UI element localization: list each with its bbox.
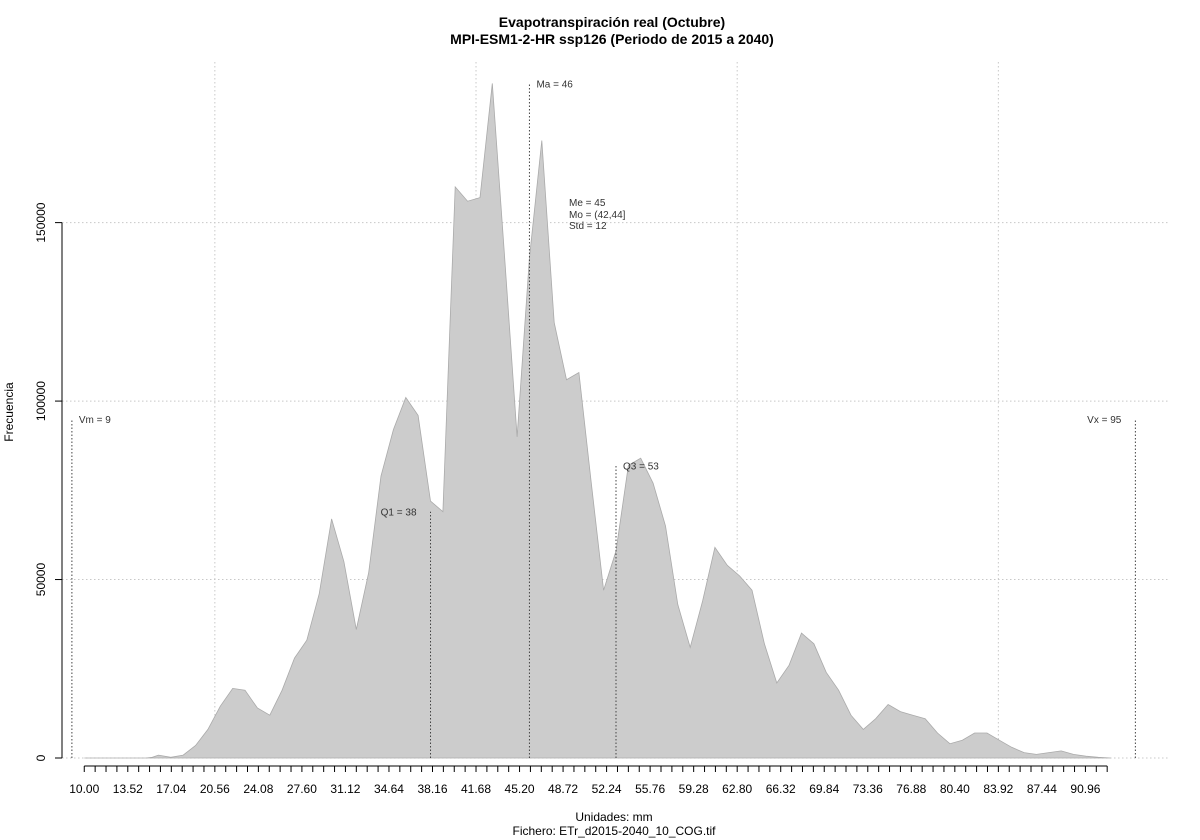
x-tick-label: 17.04 [156,782,186,796]
x-tick-label: 69.84 [809,782,839,796]
stats-box: Me = 45 Mo = (42,44] Std = 12 [569,198,626,232]
chart-subtitle: MPI-ESM1-2-HR ssp126 (Periodo de 2015 a … [450,31,774,47]
marker-label: Q3 = 53 [623,461,659,472]
x-tick-label: 48.72 [548,782,578,796]
marker-label: Vx = 95 [1087,415,1122,426]
x-tick-label: 45.20 [505,782,535,796]
x-tick-label: 66.32 [766,782,796,796]
x-tick-label: 34.64 [374,782,404,796]
y-axis-label: Frecuencia [2,382,16,442]
x-tick-label: 87.44 [1027,782,1057,796]
x-tick-label: 59.28 [679,782,709,796]
y-tick-label: 150000 [34,202,48,242]
x-tick-label: 76.88 [896,782,926,796]
x-tick-label: 52.24 [592,782,622,796]
x-tick-label: 10.00 [69,782,99,796]
chart-title: Evapotranspiración real (Octubre) [499,14,725,30]
x-tick-label: 41.68 [461,782,491,796]
axes: 0 50000 100000 150000 10.00 13.52 17.04 20.56 24… [34,202,1108,796]
x-tick-label: 27.60 [287,782,317,796]
frequency-area [84,83,1111,759]
stat-median: Me = 45 [569,198,606,209]
marker-lines: Vm = 9 Q1 = 38 Ma = 46 Q3 = 53 Vx = 95 [71,79,1136,758]
x-tick-label: 73.36 [853,782,883,796]
caption: Fichero: ETr_d2015-2040_10_COG.tif [513,824,717,838]
x-tick-label: 20.56 [200,782,230,796]
x-tick-label: 80.40 [940,782,970,796]
x-tick-label: 24.08 [243,782,273,796]
x-tick-label: 31.12 [330,782,360,796]
x-tick-label: 13.52 [113,782,143,796]
stat-mode: Mo = (42,44] [569,210,626,221]
y-tick-label: 0 [34,754,48,761]
marker-label: Vm = 9 [79,415,111,426]
x-tick-label: 55.76 [635,782,665,796]
x-tick-label: 90.96 [1070,782,1100,796]
x-tick-label: 38.16 [417,782,447,796]
y-tick-label: 50000 [34,563,48,597]
y-tick-label: 100000 [34,381,48,421]
marker-label: Ma = 46 [536,79,573,90]
x-axis-label: Unidades: mm [575,810,652,824]
stat-std: Std = 12 [569,221,607,232]
marker-label: Q1 = 38 [381,508,417,519]
x-tick-label: 62.80 [722,782,752,796]
x-tick-label: 83.92 [983,782,1013,796]
